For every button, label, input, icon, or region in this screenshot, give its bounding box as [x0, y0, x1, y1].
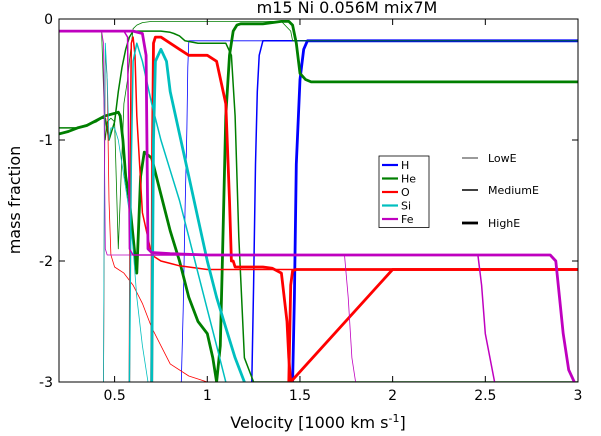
y-tick-label: 0: [44, 12, 53, 28]
x-axis-label: Velocity [1000 km s-1]: [230, 412, 405, 432]
legend-energies: LowE MediumE HighE: [462, 152, 539, 230]
y-tick-label: -1: [39, 133, 53, 149]
series-line-o-highe: [150, 35, 578, 382]
series-layer: [59, 20, 578, 382]
legend-label-h: H: [401, 159, 409, 172]
x-tick-label: 3: [574, 388, 583, 404]
x-tick-label: 1: [203, 388, 212, 404]
series-line-he-highe: [59, 20, 578, 382]
series-line-si-highe: [150, 47, 246, 382]
legend-label-fe: Fe: [401, 213, 414, 226]
legend-energy-label-mediume: MediumE: [488, 184, 539, 197]
x-tick-label: 2.5: [474, 388, 496, 404]
chart-title: m15 Ni 0.056M mix7M: [257, 0, 438, 17]
series-line-o-lowe: [103, 48, 578, 382]
x-axis-label-superscript: -1: [388, 412, 399, 425]
x-tick-label: 2: [388, 388, 397, 404]
series-line-he-mediume: [59, 30, 578, 382]
plot-frame: [58, 18, 579, 383]
legend-energy-label-highe: HighE: [488, 217, 520, 230]
x-tick-label: 0.5: [103, 388, 125, 404]
y-tick-label: -2: [39, 254, 53, 270]
series-line-si-mediume: [128, 42, 227, 382]
y-tick-label: -3: [39, 375, 53, 391]
legend-label-si: Si: [401, 200, 411, 213]
y-axis-label: mass fraction: [5, 146, 24, 255]
series-line-fe-highe: [59, 29, 576, 382]
x-axis-label-end: ]: [399, 413, 405, 432]
series-line-he-lowe: [59, 21, 578, 250]
y-axis: 0 -1 -2 -3: [39, 12, 578, 391]
series-line-o-highe-tail: [287, 268, 578, 382]
x-tick-label: 1.5: [289, 388, 311, 404]
x-axis: 0.5 1 1.5 2 2.5 3: [103, 19, 582, 404]
x-axis-label-main: Velocity [1000 km s: [230, 413, 388, 432]
series-line-si-lowe: [103, 42, 149, 382]
legend-energy-label-lowe: LowE: [488, 152, 517, 165]
series-line-h-mediume: [251, 40, 578, 382]
legend-label-o: O: [401, 186, 410, 199]
legend-label-he: He: [401, 173, 416, 186]
